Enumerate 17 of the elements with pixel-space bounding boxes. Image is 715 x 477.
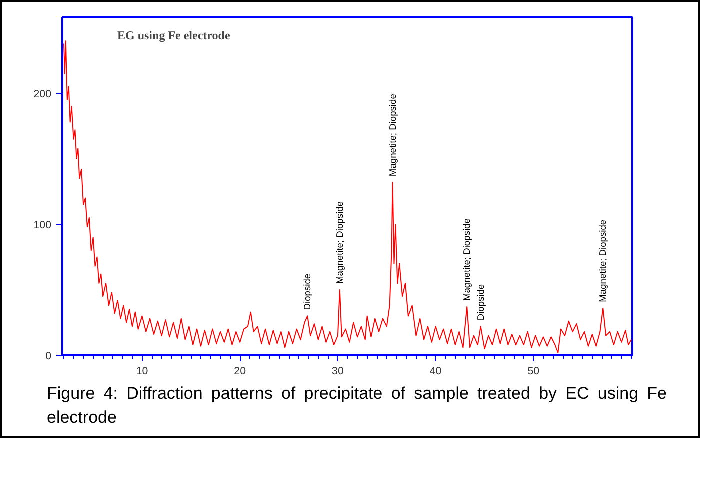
caption: Figure 4: Diffraction patterns of precipitate of sample treated by EC using Fe electrode: [47, 383, 667, 430]
x-tick-label: 40: [430, 366, 442, 378]
annotation: Magnetite; Diopside: [388, 94, 398, 177]
annotation: Diopside: [476, 284, 486, 321]
text: EG using Fe electrode: [118, 28, 231, 42]
annotation: Magnetite; Diopside: [334, 202, 345, 284]
x-tick-label: 30: [332, 366, 344, 378]
annotation: Magnetite; Diopside: [598, 220, 608, 302]
x-tick-label: 10: [136, 366, 148, 378]
y-tick-label: 100: [34, 219, 52, 232]
y-tick-label: 200: [34, 88, 52, 100]
x-tick-label: 20: [234, 366, 246, 378]
line-series: [63, 40, 632, 354]
y-tick-label: 0: [46, 350, 52, 362]
annotation: Diopside: [302, 274, 313, 310]
x-tick-label: 50: [528, 366, 540, 378]
annotation: Magnetite; Diopside: [462, 218, 472, 302]
